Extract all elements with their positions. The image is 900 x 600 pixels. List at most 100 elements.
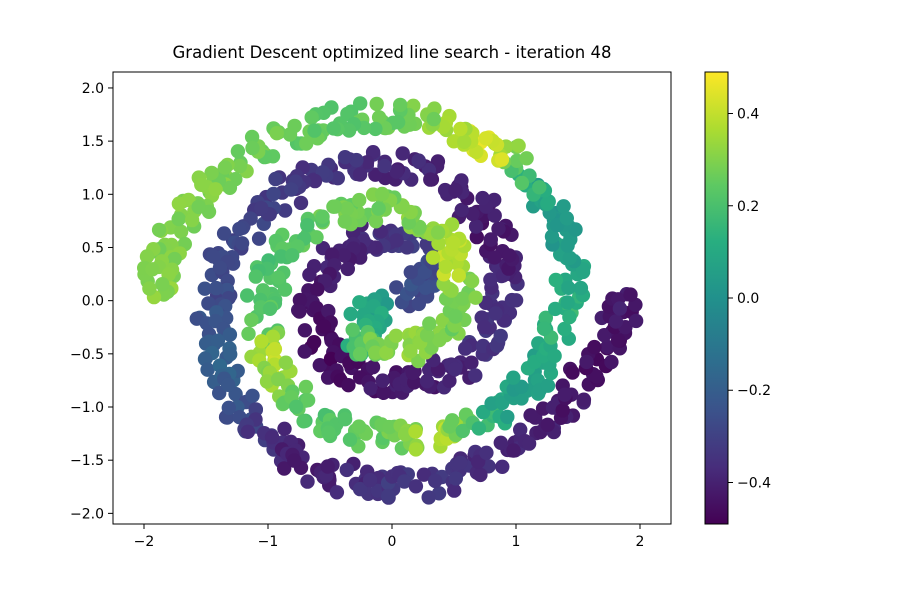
colorbar-tick-label: 0.0 <box>737 291 759 307</box>
data-point <box>337 150 353 165</box>
data-point <box>575 264 591 280</box>
data-point <box>292 304 307 319</box>
data-point <box>448 471 463 486</box>
data-point <box>312 358 327 373</box>
chart-title: Gradient Descent optimized line search -… <box>173 43 612 62</box>
data-point <box>374 186 390 202</box>
data-point <box>221 400 236 415</box>
data-point <box>500 409 515 425</box>
data-point <box>389 280 404 295</box>
y-tick-label: −0.5 <box>70 347 104 363</box>
data-point <box>464 355 479 370</box>
data-point <box>277 461 292 476</box>
data-point <box>379 345 394 360</box>
data-point <box>321 425 336 440</box>
data-point <box>171 196 187 211</box>
data-point <box>297 323 313 338</box>
data-point <box>562 310 577 325</box>
data-point <box>352 192 367 208</box>
data-point <box>220 377 236 392</box>
data-point <box>408 424 423 439</box>
data-point <box>447 483 462 498</box>
data-point <box>475 190 490 206</box>
data-point <box>339 201 355 216</box>
data-point <box>419 327 435 343</box>
data-point <box>254 334 269 349</box>
data-point <box>151 222 167 238</box>
data-point <box>267 341 283 357</box>
data-point <box>240 424 256 439</box>
data-point <box>287 453 302 468</box>
colorbar <box>704 71 729 525</box>
data-point <box>329 485 345 500</box>
data-point <box>508 293 524 308</box>
data-point <box>377 158 392 174</box>
data-point <box>245 140 260 156</box>
data-point <box>547 348 562 364</box>
data-point <box>353 96 368 111</box>
data-point <box>442 373 457 389</box>
data-point <box>277 203 293 218</box>
data-point <box>352 295 367 310</box>
data-point <box>241 326 256 341</box>
data-point <box>368 167 383 182</box>
data-point <box>208 182 223 197</box>
data-point <box>448 182 463 198</box>
data-point <box>513 422 528 437</box>
data-point <box>425 250 441 265</box>
data-point <box>345 322 360 337</box>
data-point <box>304 110 319 125</box>
data-point <box>278 355 293 370</box>
data-point <box>523 408 538 423</box>
data-point <box>628 313 644 329</box>
data-point <box>395 146 410 161</box>
data-point <box>363 381 378 396</box>
data-point <box>464 273 480 289</box>
data-point <box>623 287 638 302</box>
data-point <box>142 281 157 296</box>
data-point <box>430 225 446 240</box>
data-point <box>210 333 226 348</box>
data-point <box>171 211 186 227</box>
data-point <box>343 306 358 322</box>
data-point <box>478 131 493 146</box>
data-point <box>191 199 206 215</box>
data-point <box>293 195 309 211</box>
data-point <box>307 123 322 138</box>
data-point <box>448 309 463 324</box>
data-point <box>309 300 324 316</box>
data-point <box>139 249 155 264</box>
data-point <box>316 319 332 334</box>
data-point <box>403 344 418 359</box>
data-point <box>223 347 238 362</box>
data-point <box>375 373 390 388</box>
data-point <box>555 403 570 418</box>
data-point <box>421 490 436 505</box>
data-point <box>589 369 604 384</box>
data-point <box>469 229 484 245</box>
data-point <box>411 153 426 168</box>
colorbar-tick-label: 0.2 <box>737 199 759 215</box>
data-point <box>232 221 247 237</box>
data-point <box>262 301 278 316</box>
data-point <box>428 473 443 489</box>
data-point <box>556 199 571 214</box>
data-point <box>300 218 315 233</box>
data-point <box>320 459 335 474</box>
data-point <box>438 259 453 274</box>
data-point <box>506 443 521 458</box>
data-point <box>368 345 383 360</box>
data-point <box>371 201 386 216</box>
data-point <box>351 419 367 434</box>
data-point <box>204 165 219 181</box>
data-point <box>287 118 302 134</box>
data-point <box>315 209 330 224</box>
data-point <box>302 267 317 282</box>
x-tick-label: −2 <box>134 534 155 550</box>
data-point <box>349 152 364 168</box>
data-point <box>457 134 472 149</box>
data-point <box>576 392 592 407</box>
data-point <box>453 121 468 137</box>
data-point <box>536 321 552 336</box>
data-point <box>251 231 267 246</box>
